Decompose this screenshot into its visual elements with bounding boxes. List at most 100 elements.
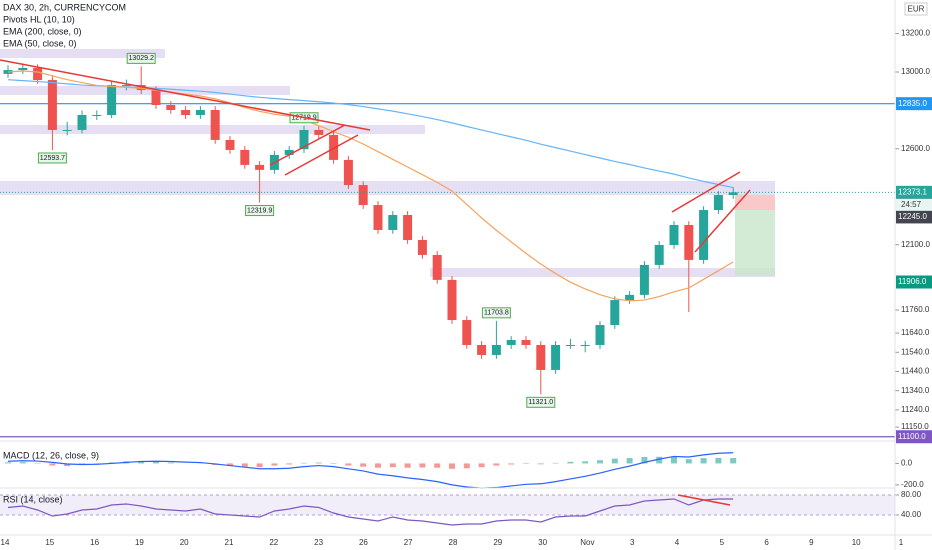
macd-bar bbox=[537, 463, 544, 465]
zone bbox=[0, 181, 775, 195]
price-badge bbox=[896, 275, 932, 289]
candle-body bbox=[506, 339, 516, 345]
currency[interactable]: EUR bbox=[908, 5, 925, 14]
candle-body bbox=[521, 339, 531, 345]
candle-body bbox=[462, 320, 472, 345]
candle-body bbox=[625, 294, 635, 301]
trendline bbox=[0, 59, 371, 131]
countdown: 24:57 bbox=[901, 200, 922, 209]
price-badge-label: 11100.0 bbox=[898, 432, 926, 441]
zone bbox=[0, 86, 290, 95]
candle-body bbox=[255, 164, 265, 170]
pivot-box bbox=[126, 52, 156, 64]
price-badge-label: 12835.0 bbox=[898, 99, 927, 108]
ema-line bbox=[7, 70, 734, 302]
candle-body bbox=[107, 85, 117, 115]
macd-bar bbox=[227, 463, 233, 467]
macd-bar bbox=[434, 463, 441, 468]
candle-body bbox=[240, 149, 250, 165]
macd-bar bbox=[389, 463, 396, 468]
candle-body bbox=[314, 129, 324, 135]
macd-bar bbox=[523, 463, 529, 464]
trendline bbox=[694, 189, 751, 253]
price-badge bbox=[896, 210, 932, 224]
macd-bar bbox=[730, 458, 737, 464]
x-tick-label: Nov bbox=[580, 538, 594, 547]
x-tick-label: 16 bbox=[90, 538, 99, 547]
candle-body bbox=[373, 205, 383, 230]
macd-bar bbox=[286, 463, 293, 465]
macd-bar bbox=[582, 461, 589, 464]
x-tick-label: 3 bbox=[630, 538, 635, 547]
candle-body bbox=[551, 344, 561, 370]
pivot-label: 13029.2 bbox=[129, 55, 154, 62]
macd-bar bbox=[508, 463, 515, 465]
x-tick-label: 30 bbox=[538, 538, 547, 547]
candle-body bbox=[181, 110, 191, 115]
pivot-label: 12593.7 bbox=[40, 155, 65, 162]
candle-body bbox=[403, 215, 413, 240]
y-tick-label: 0.0 bbox=[901, 459, 913, 468]
x-tick-label: 19 bbox=[135, 538, 144, 547]
x-tick-label: 5 bbox=[720, 538, 725, 547]
candle-body bbox=[151, 90, 161, 106]
macd-bar bbox=[330, 463, 337, 464]
indicator-label: RSI (14, close) bbox=[3, 494, 63, 504]
price-badge-label: 12245.0 bbox=[898, 212, 927, 221]
macd-bar bbox=[597, 460, 603, 464]
x-tick-label: 22 bbox=[269, 538, 278, 547]
x-tick-label: 4 bbox=[675, 538, 680, 547]
rsi-band bbox=[0, 495, 895, 515]
candle-body bbox=[343, 159, 353, 186]
macd-bar bbox=[360, 463, 367, 467]
pivot-box bbox=[37, 152, 67, 164]
y-tick-label: 13000.0 bbox=[901, 67, 930, 76]
x-tick-label: 27 bbox=[404, 538, 413, 547]
candle-body bbox=[121, 85, 131, 87]
y-tick-label: 11760.0 bbox=[901, 305, 930, 314]
x-tick-label: 20 bbox=[180, 538, 189, 547]
zone bbox=[0, 49, 165, 58]
macd-bar bbox=[626, 458, 633, 464]
candle-body bbox=[610, 300, 620, 326]
rsi-line bbox=[7, 498, 734, 526]
candle-body bbox=[210, 110, 220, 140]
candle-body bbox=[33, 67, 43, 81]
candle-body bbox=[62, 129, 72, 131]
candle-body bbox=[417, 239, 427, 255]
price-badge bbox=[896, 97, 932, 111]
x-tick-label: 23 bbox=[314, 538, 323, 547]
candle-body bbox=[580, 344, 590, 346]
pivot-box bbox=[245, 205, 275, 217]
last-price-badge bbox=[896, 185, 932, 199]
candle-body bbox=[639, 264, 649, 295]
candle-body bbox=[166, 105, 176, 110]
trendline bbox=[284, 134, 359, 176]
currency-box[interactable] bbox=[904, 2, 928, 16]
trendline bbox=[269, 124, 346, 166]
candle-body bbox=[491, 344, 501, 355]
macd-bar bbox=[419, 463, 426, 468]
x-tick-label: 9 bbox=[809, 538, 814, 547]
macd-bar bbox=[671, 456, 677, 464]
macd-bar bbox=[656, 456, 663, 464]
macd-bar bbox=[715, 457, 722, 464]
macd-bar bbox=[493, 463, 500, 466]
macd-bar bbox=[5, 462, 11, 464]
indicator-label: MACD (12, 26, close, 9) bbox=[3, 450, 99, 460]
macd-bar bbox=[345, 463, 352, 466]
rsi-trendline bbox=[677, 494, 731, 506]
x-tick-label: 14 bbox=[1, 538, 10, 547]
y-tick-label: 11540.0 bbox=[901, 347, 930, 356]
chart-title: DAX 30, 2h, CURRENCYCOM bbox=[3, 2, 126, 12]
macd-bar bbox=[463, 463, 470, 469]
drawings bbox=[0, 59, 751, 506]
y-tick-label: 12600.0 bbox=[901, 144, 930, 153]
y-tick-label: 13200.0 bbox=[901, 29, 930, 38]
candle-body bbox=[358, 185, 368, 206]
x-tick-label: 15 bbox=[45, 538, 54, 547]
macd-line bbox=[7, 452, 734, 489]
candle-body bbox=[92, 114, 102, 116]
trendline bbox=[671, 171, 741, 213]
macd-bar bbox=[271, 463, 278, 466]
